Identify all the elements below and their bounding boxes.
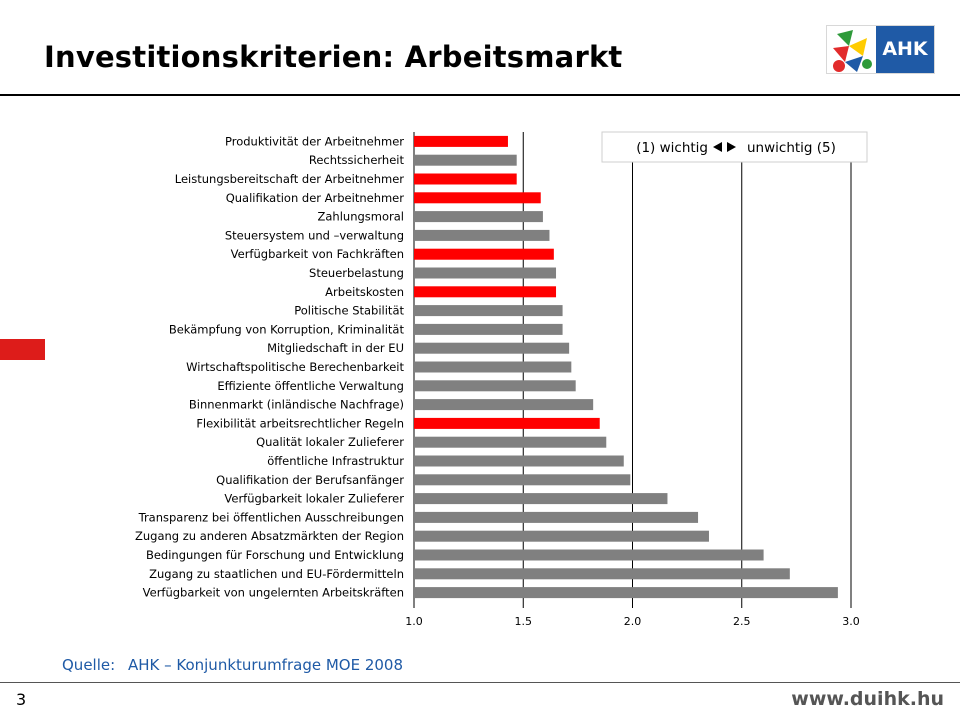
bar [414, 436, 607, 448]
category-label: Verfügbarkeit von Fachkräften [231, 247, 404, 261]
bar [414, 587, 838, 599]
category-label: Mitgliedschaft in der EU [267, 341, 404, 355]
category-label: Politische Stabilität [294, 304, 404, 318]
title-divider [0, 94, 960, 96]
ahk-logo: AHK [826, 25, 935, 74]
footer-divider [0, 682, 960, 683]
bar [414, 530, 709, 542]
category-label: Binnenmarkt (inländische Nachfrage) [189, 398, 404, 412]
legend-right-text: unwichtig (5) [747, 140, 836, 156]
category-label: Verfügbarkeit lokaler Zulieferer [224, 492, 404, 506]
category-label: Zahlungsmoral [318, 210, 405, 224]
category-label: Zugang zu staatlichen und EU-Fördermitte… [149, 567, 404, 581]
bar [414, 267, 557, 279]
bar [414, 399, 594, 411]
bar [414, 286, 557, 298]
source-note: Quelle: AHK – Konjunkturumfrage MOE 2008 [62, 656, 403, 674]
category-label: Wirtschaftspolitische Berechenbarkeit [186, 360, 404, 374]
page-number: 3 [16, 690, 27, 709]
ahk-logo-mark-icon [833, 30, 872, 72]
slide-title: Investitionskriterien: Arbeitsmarkt [44, 40, 623, 74]
category-label: Bekämpfung von Korruption, Kriminalität [169, 322, 405, 336]
category-label: Steuerbelastung [309, 266, 404, 280]
bar [414, 192, 541, 204]
arrow-right-icon [727, 142, 736, 152]
category-label: Steuersystem und –verwaltung [225, 228, 404, 242]
ahk-logo-text: AHK [876, 26, 934, 73]
x-tick-label: 1.0 [405, 615, 423, 628]
bar [414, 568, 790, 580]
bar [414, 305, 563, 317]
bar [414, 380, 576, 392]
x-tick-label: 1.5 [515, 615, 533, 628]
bar [414, 474, 631, 486]
website-url: www.duihk.hu [791, 688, 944, 710]
bar [414, 154, 517, 166]
x-tick-label: 2.5 [733, 615, 751, 628]
category-label: Produktivität der Arbeitnehmer [225, 134, 404, 148]
category-label: Transparenz bei öffentlichen Ausschreibu… [138, 510, 404, 524]
bar [414, 323, 563, 335]
category-label: Qualifikation der Arbeitnehmer [226, 191, 405, 205]
bar [414, 229, 550, 241]
category-label: öffentliche Infrastruktur [267, 454, 404, 468]
legend-left-text: (1) wichtig [636, 140, 708, 156]
category-label: Bedingungen für Forschung und Entwicklun… [146, 548, 404, 562]
category-label: Effiziente öffentliche Verwaltung [217, 379, 404, 393]
x-tick-label: 3.0 [842, 615, 860, 628]
bar [414, 135, 508, 147]
bar [414, 511, 699, 523]
category-label: Leistungsbereitschaft der Arbeitnehmer [175, 172, 404, 186]
bar [414, 211, 543, 223]
category-label: Rechtssicherheit [309, 153, 405, 167]
bar [414, 455, 624, 467]
source-text: AHK – Konjunkturumfrage MOE 2008 [127, 656, 404, 674]
category-label: Verfügbarkeit von ungelernten Arbeitskrä… [143, 586, 404, 600]
category-label: Qualifikation der Berufsanfänger [216, 473, 404, 487]
bar [414, 248, 554, 260]
category-label: Arbeitskosten [325, 285, 404, 299]
category-label: Zugang zu anderen Absatzmärkten der Regi… [135, 529, 404, 543]
red-side-marker [0, 339, 45, 360]
bar [414, 549, 764, 561]
source-label: Quelle: [62, 656, 116, 674]
bar [414, 173, 517, 185]
bar [414, 417, 600, 429]
x-tick-label: 2.0 [624, 615, 642, 628]
arrow-left-icon [713, 142, 722, 152]
bar [414, 342, 570, 354]
bar [414, 493, 668, 505]
category-label: Qualität lokaler Zulieferer [256, 435, 404, 449]
category-label: Flexibilität arbeitsrechtlicher Regeln [196, 416, 404, 430]
bar [414, 361, 572, 373]
